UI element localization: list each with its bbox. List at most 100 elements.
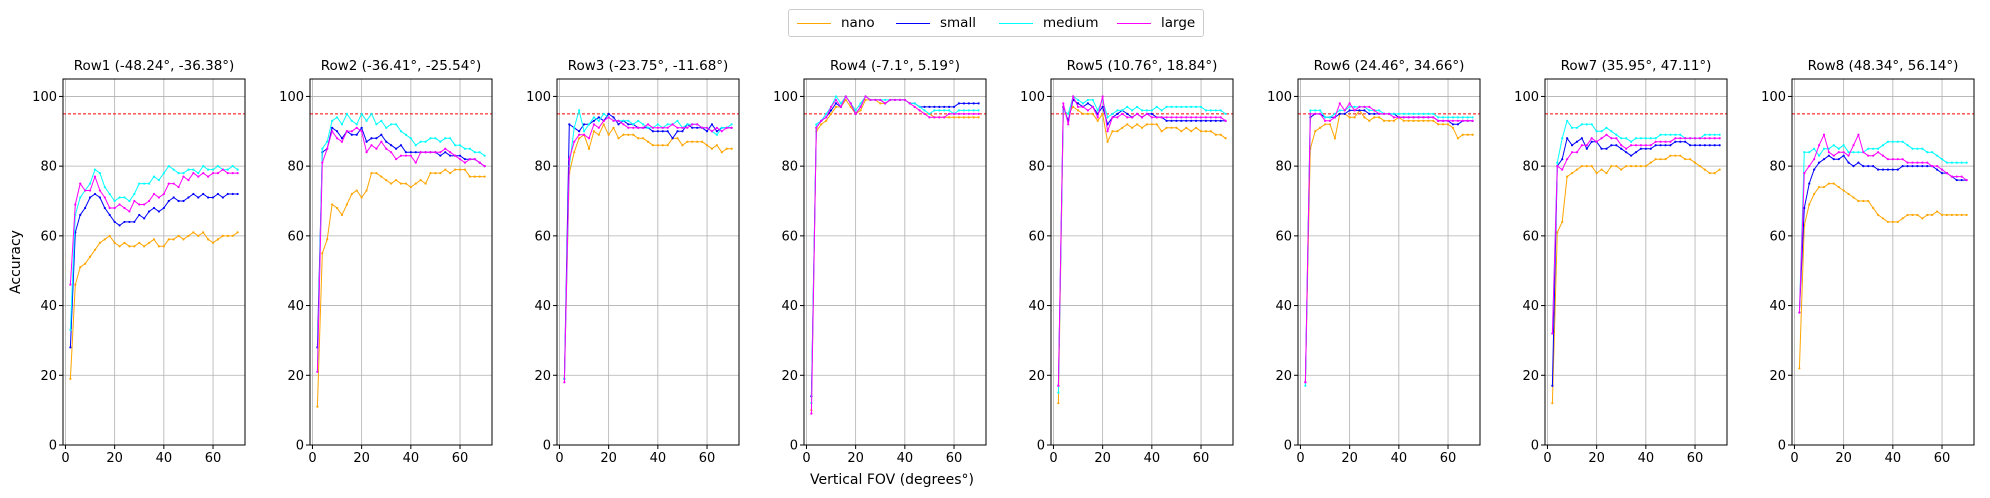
- data-point-nano: [1698, 165, 1702, 168]
- legend-swatch: [797, 22, 831, 24]
- data-point-nano: [370, 172, 373, 175]
- data-point-nano: [957, 116, 961, 119]
- x-tick-label: 20: [1588, 451, 1605, 466]
- data-point-medium: [1427, 112, 1430, 115]
- data-point-small: [365, 140, 368, 143]
- data-point-nano: [231, 234, 234, 237]
- data-point-nano: [578, 137, 581, 140]
- data-point-medium: [686, 123, 689, 126]
- data-point-small: [93, 192, 97, 196]
- series-line-large: [563, 116, 732, 383]
- data-point-large: [1304, 381, 1307, 384]
- data-point-nano: [1575, 168, 1579, 171]
- series-line-small: [563, 113, 732, 379]
- data-point-large: [1813, 158, 1816, 161]
- y-tick-label: 80: [40, 160, 57, 175]
- y-tick-label: 100: [1514, 90, 1539, 105]
- data-point-medium: [390, 123, 393, 126]
- data-point-large: [1867, 154, 1870, 157]
- data-point-large: [345, 130, 348, 133]
- plot-frame: [1791, 78, 1975, 446]
- data-point-large: [656, 126, 659, 129]
- data-point-medium: [1116, 109, 1119, 112]
- data-point-small: [444, 151, 447, 154]
- data-point-medium: [424, 140, 427, 143]
- data-point-medium: [1713, 133, 1716, 136]
- data-point-large: [1649, 144, 1652, 147]
- data-point-small: [1689, 144, 1692, 147]
- data-point-large: [1427, 116, 1430, 119]
- data-point-large: [192, 172, 195, 175]
- data-point-small: [439, 154, 442, 157]
- data-point-large: [676, 126, 679, 129]
- subplot-6: 0 20 40 60 0 20 40 60 80 100 Row6 (24.46°, 34.66°): [1267, 58, 1481, 466]
- x-tick-label: 40: [1885, 451, 1902, 466]
- data-point-nano: [316, 405, 319, 408]
- data-point-medium: [1718, 133, 1721, 136]
- data-point-medium: [1106, 116, 1109, 119]
- data-point-medium: [192, 168, 195, 171]
- data-point-medium: [1639, 137, 1643, 140]
- data-point-large: [720, 130, 723, 133]
- y-tick-label: 80: [1769, 160, 1786, 175]
- x-tick-label: 60: [946, 451, 963, 466]
- data-point-large: [839, 105, 842, 108]
- x-tick-label: 20: [353, 451, 370, 466]
- data-point-large: [1214, 116, 1217, 119]
- data-point-nano: [69, 377, 72, 380]
- data-point-large: [1822, 133, 1826, 136]
- x-tick-label: 20: [1341, 451, 1358, 466]
- data-point-small: [1703, 144, 1706, 147]
- data-point-medium: [573, 126, 576, 129]
- data-point-nano: [350, 192, 353, 196]
- data-point-small: [671, 137, 674, 140]
- data-point-large: [1373, 109, 1376, 112]
- data-point-medium: [380, 119, 383, 122]
- data-point-medium: [1190, 105, 1193, 108]
- data-point-large: [923, 112, 926, 115]
- data-point-small: [597, 116, 600, 119]
- data-point-small: [192, 192, 195, 196]
- data-point-medium: [1580, 123, 1583, 126]
- data-point-nano: [1556, 231, 1559, 234]
- data-point-nano: [686, 140, 689, 143]
- data-point-large: [103, 196, 106, 199]
- y-tick-label: 40: [1522, 299, 1539, 314]
- data-point-small: [943, 105, 946, 108]
- data-point-nano: [1580, 165, 1583, 168]
- data-point-nano: [710, 147, 714, 150]
- data-point-small: [1348, 109, 1351, 112]
- data-point-small: [617, 123, 620, 126]
- data-point-medium: [1314, 109, 1317, 112]
- data-point-medium: [93, 168, 97, 171]
- data-point-small: [1456, 123, 1459, 126]
- x-tick-label: 40: [1391, 451, 1408, 466]
- data-point-large: [1338, 102, 1341, 105]
- y-tick-label: 0: [49, 439, 57, 454]
- data-point-medium: [1803, 151, 1806, 154]
- data-point-medium: [1955, 161, 1958, 164]
- data-point-small: [1204, 119, 1208, 122]
- data-point-medium: [1091, 98, 1094, 102]
- data-point-medium: [1600, 130, 1603, 133]
- legend-label: small: [940, 15, 976, 31]
- data-point-small: [458, 154, 462, 157]
- data-point-large: [152, 192, 156, 196]
- data-point-small: [128, 220, 131, 224]
- data-point-nano: [1150, 123, 1153, 126]
- data-point-nano: [597, 133, 600, 136]
- data-point-medium: [1204, 109, 1208, 112]
- data-point-large: [221, 168, 224, 171]
- data-point-medium: [326, 140, 329, 143]
- data-point-nano: [1368, 119, 1371, 122]
- data-point-nano: [1170, 126, 1173, 129]
- data-point-medium: [1442, 116, 1445, 119]
- data-point-nano: [1333, 137, 1336, 140]
- data-point-nano: [646, 140, 650, 143]
- data-point-large: [424, 151, 427, 154]
- data-point-large: [231, 172, 234, 175]
- data-point-nano: [1407, 119, 1410, 122]
- data-point-small: [394, 147, 398, 150]
- data-point-large: [563, 381, 566, 384]
- data-point-small: [1561, 158, 1564, 161]
